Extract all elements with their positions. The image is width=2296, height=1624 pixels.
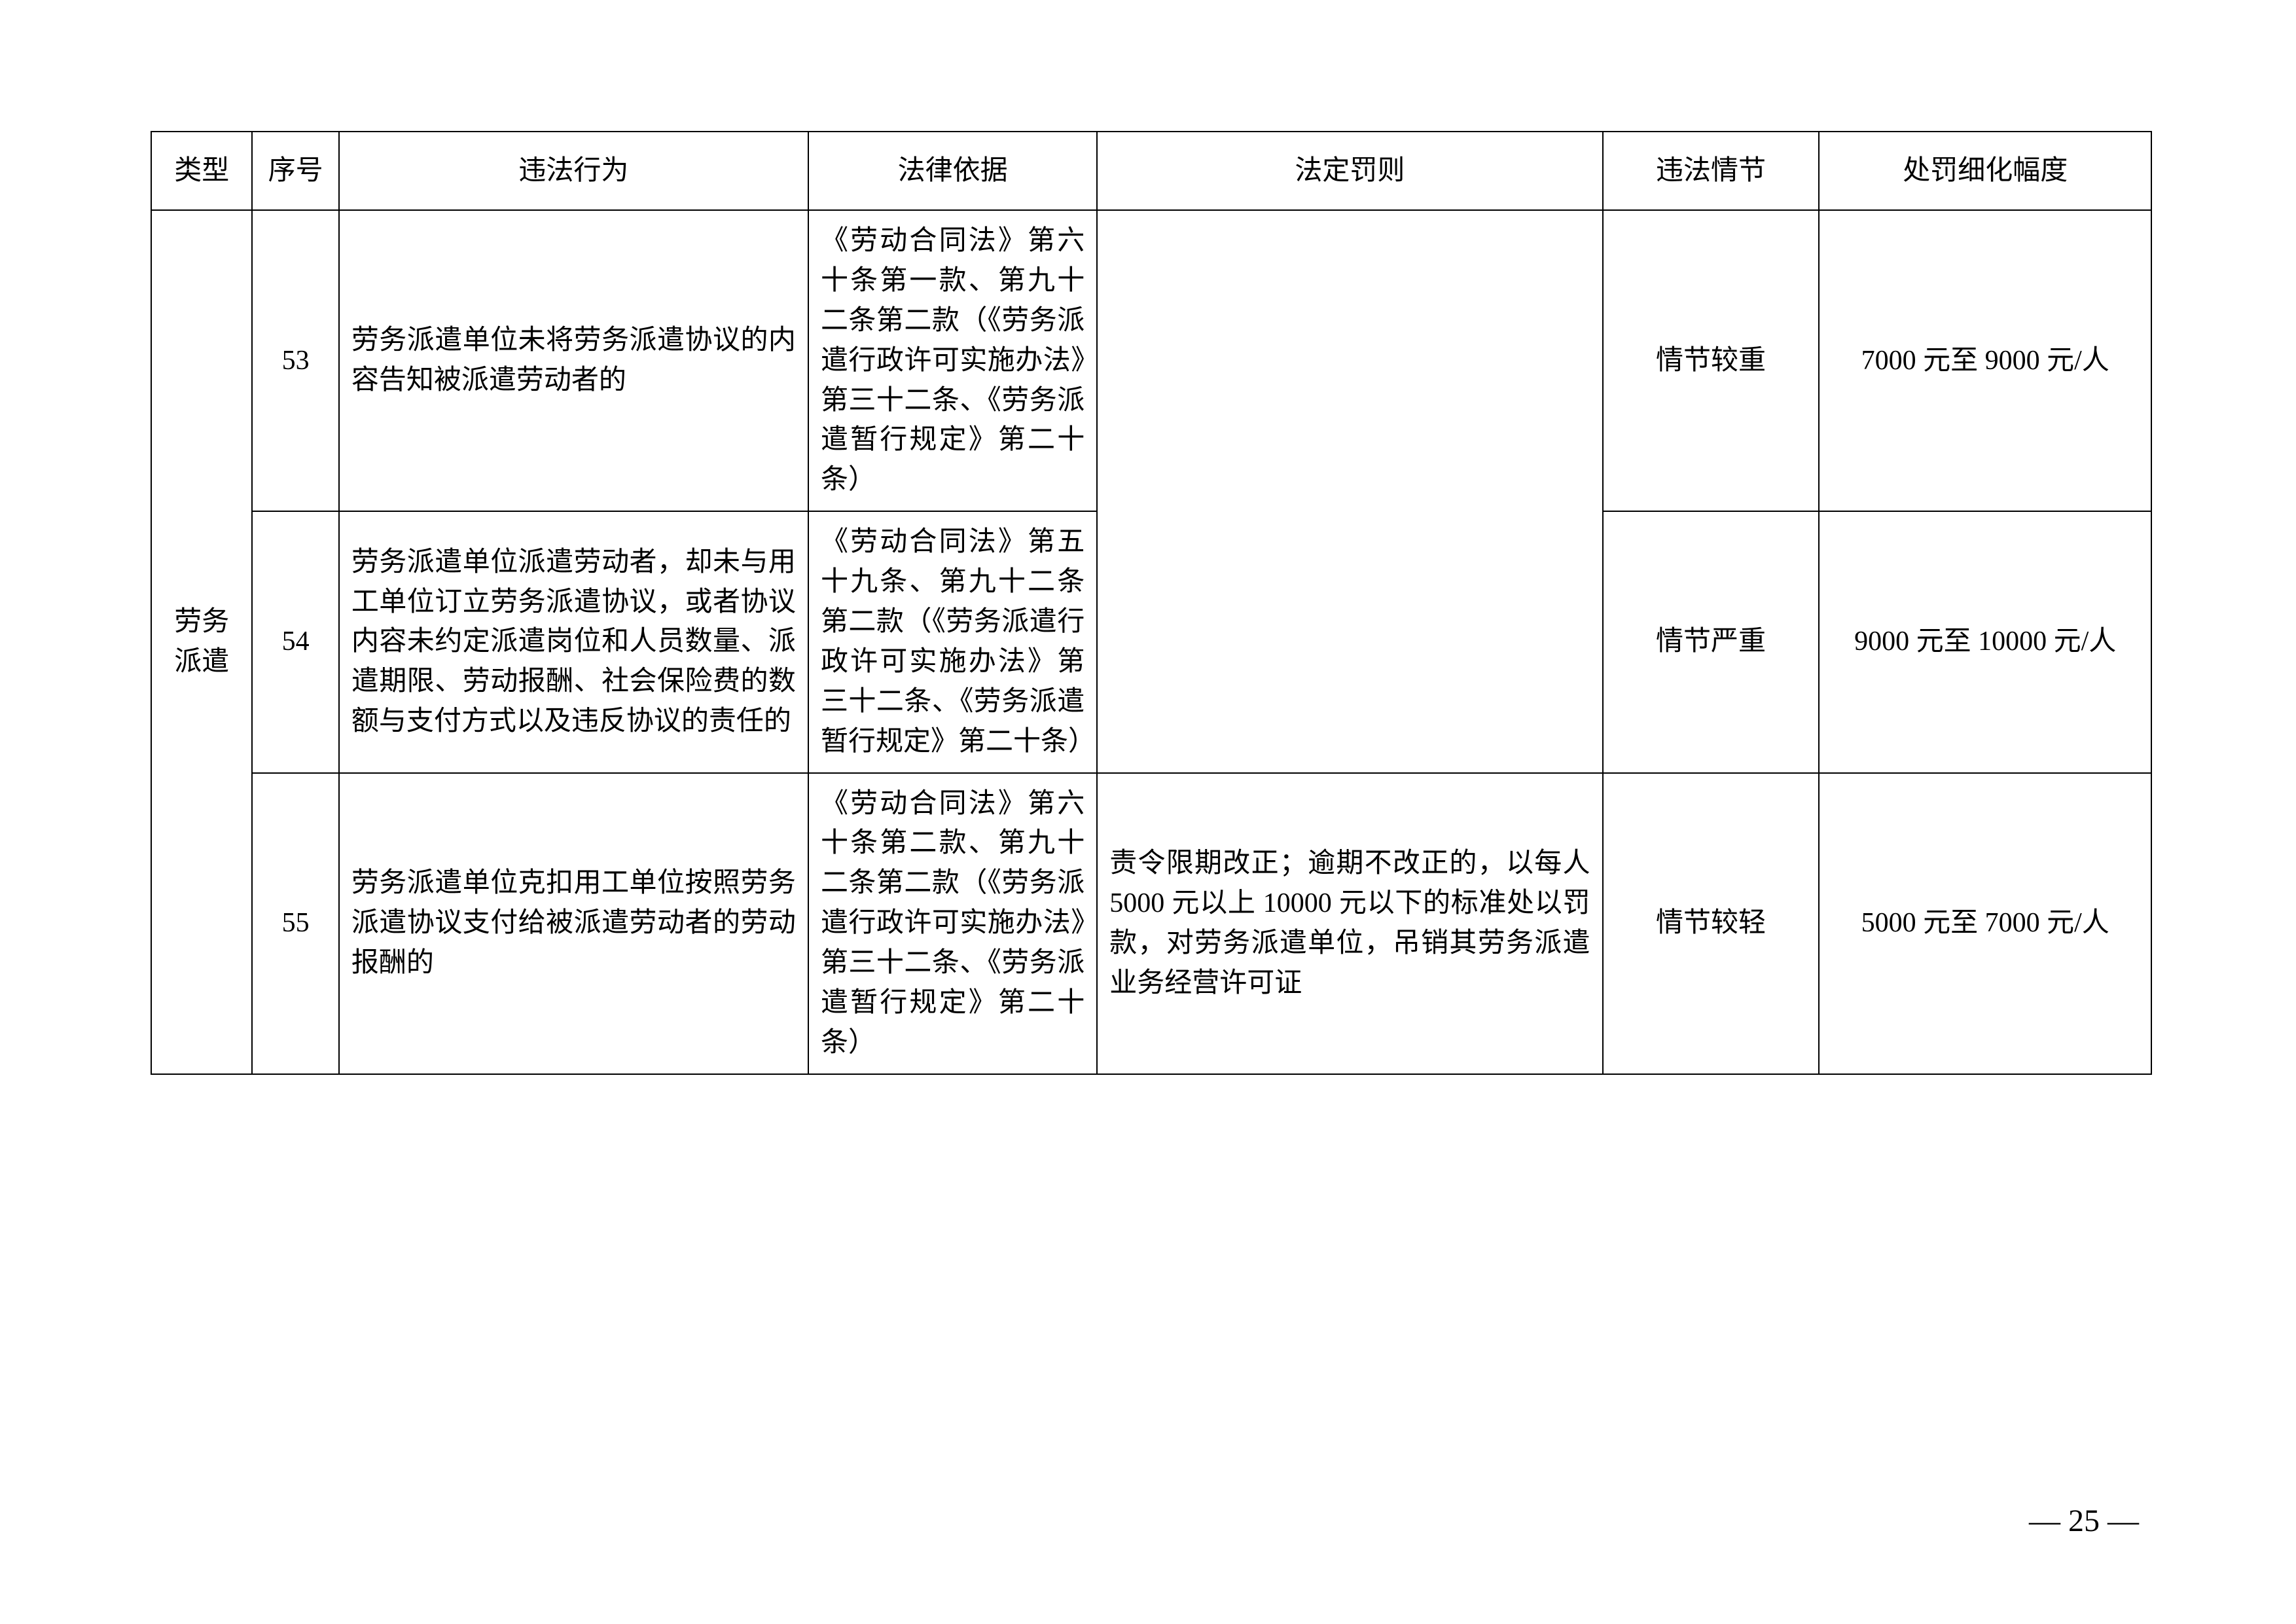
cell-violation: 劳务派遣单位派遣劳动者，却未与用工单位订立劳务派遣协议，或者协议内容未约定派遣岗… — [339, 511, 808, 772]
cell-circumstance: 情节较重 — [1603, 210, 1820, 511]
cell-type: 劳务 派遣 — [151, 210, 252, 1074]
cell-legal: 《劳动合同法》第五十九条、第九十二条第二款（《劳务派遣行政许可实施办法》第三十二… — [808, 511, 1097, 772]
header-row: 类型 序号 违法行为 法律依据 法定罚则 违法情节 处罚细化幅度 — [151, 132, 2151, 210]
type-label-line2: 派遣 — [164, 642, 240, 682]
cell-violation: 劳务派遣单位未将劳务派遣协议的内容告知被派遣劳动者的 — [339, 210, 808, 511]
header-penalty: 法定罚则 — [1097, 132, 1602, 210]
cell-seq: 54 — [252, 511, 338, 772]
header-seq: 序号 — [252, 132, 338, 210]
cell-legal: 《劳动合同法》第六十条第一款、第九十二条第二款（《劳务派遣行政许可实施办法》第三… — [808, 210, 1097, 511]
cell-range: 5000 元至 7000 元/人 — [1819, 773, 2151, 1074]
cell-legal: 《劳动合同法》第六十条第二款、第九十二条第二款（《劳务派遣行政许可实施办法》第三… — [808, 773, 1097, 1074]
cell-range: 7000 元至 9000 元/人 — [1819, 210, 2151, 511]
cell-penalty — [1097, 210, 1602, 773]
page-container: 类型 序号 违法行为 法律依据 法定罚则 违法情节 处罚细化幅度 劳务 派遣 5… — [0, 0, 2296, 1075]
cell-range: 9000 元至 10000 元/人 — [1819, 511, 2151, 772]
cell-circumstance: 情节较轻 — [1603, 773, 1820, 1074]
page-number: — 25 — — [2029, 1503, 2139, 1539]
type-label-line1: 劳务 — [164, 602, 240, 642]
cell-violation: 劳务派遣单位克扣用工单位按照劳务派遣协议支付给被派遣劳动者的劳动报酬的 — [339, 773, 808, 1074]
header-violation: 违法行为 — [339, 132, 808, 210]
regulations-table: 类型 序号 违法行为 法律依据 法定罚则 违法情节 处罚细化幅度 劳务 派遣 5… — [151, 131, 2152, 1075]
header-range: 处罚细化幅度 — [1819, 132, 2151, 210]
header-circumstance: 违法情节 — [1603, 132, 1820, 210]
cell-penalty: 责令限期改正；逾期不改正的，以每人 5000 元以上 10000 元以下的标准处… — [1097, 773, 1602, 1074]
header-legal: 法律依据 — [808, 132, 1097, 210]
table-row: 55 劳务派遣单位克扣用工单位按照劳务派遣协议支付给被派遣劳动者的劳动报酬的 《… — [151, 773, 2151, 1074]
cell-seq: 53 — [252, 210, 338, 511]
table-row: 劳务 派遣 53 劳务派遣单位未将劳务派遣协议的内容告知被派遣劳动者的 《劳动合… — [151, 210, 2151, 511]
cell-seq: 55 — [252, 773, 338, 1074]
header-type: 类型 — [151, 132, 252, 210]
cell-circumstance: 情节严重 — [1603, 511, 1820, 772]
